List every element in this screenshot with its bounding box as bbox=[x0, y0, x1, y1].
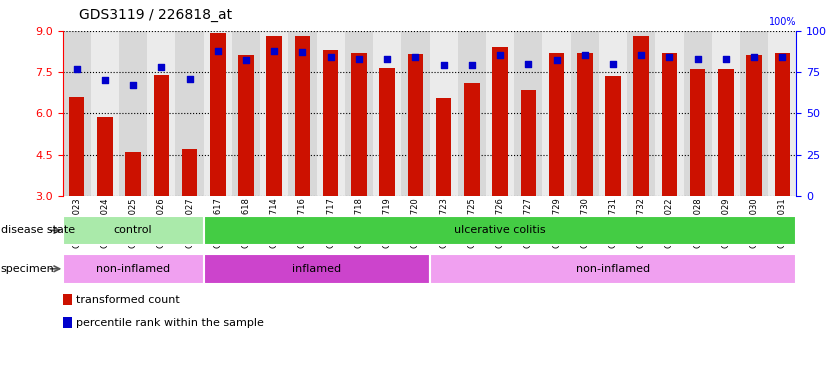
Point bbox=[409, 54, 422, 60]
Bar bbox=[344, 31, 373, 196]
Point bbox=[747, 54, 761, 60]
Bar bbox=[373, 31, 401, 196]
Text: control: control bbox=[113, 225, 153, 235]
Bar bbox=[125, 152, 141, 196]
Bar bbox=[260, 31, 289, 196]
Bar bbox=[740, 31, 768, 196]
Point bbox=[324, 54, 338, 60]
Point bbox=[154, 64, 168, 70]
Text: disease state: disease state bbox=[1, 225, 75, 235]
Bar bbox=[379, 68, 395, 196]
Bar bbox=[718, 69, 734, 196]
Bar bbox=[486, 31, 515, 196]
Point bbox=[606, 61, 620, 67]
Bar bbox=[520, 90, 536, 196]
Point bbox=[98, 77, 112, 83]
Point bbox=[578, 53, 591, 59]
Bar bbox=[63, 317, 72, 328]
Bar bbox=[267, 36, 282, 196]
Bar bbox=[63, 216, 203, 245]
Bar bbox=[577, 53, 592, 196]
Bar bbox=[661, 53, 677, 196]
Bar bbox=[153, 75, 169, 196]
Bar bbox=[351, 53, 367, 196]
Bar bbox=[317, 31, 344, 196]
Bar bbox=[684, 31, 711, 196]
Text: specimen: specimen bbox=[1, 264, 54, 274]
Bar bbox=[239, 56, 254, 196]
Bar bbox=[63, 254, 203, 283]
Bar bbox=[175, 31, 203, 196]
Point bbox=[380, 56, 394, 62]
Bar bbox=[599, 31, 627, 196]
Text: non-inflamed: non-inflamed bbox=[96, 264, 170, 274]
Bar bbox=[408, 54, 423, 196]
Point bbox=[776, 54, 789, 60]
Point bbox=[691, 56, 705, 62]
Bar bbox=[182, 149, 198, 196]
Bar bbox=[203, 254, 430, 283]
Point bbox=[719, 56, 732, 62]
Point bbox=[465, 62, 479, 68]
Bar bbox=[91, 31, 119, 196]
Bar bbox=[549, 53, 565, 196]
Point bbox=[663, 54, 676, 60]
Bar bbox=[656, 31, 684, 196]
Bar bbox=[323, 50, 339, 196]
Point bbox=[521, 61, 535, 67]
Bar bbox=[570, 31, 599, 196]
Bar bbox=[775, 53, 790, 196]
Text: 100%: 100% bbox=[769, 17, 796, 27]
Bar bbox=[97, 118, 113, 196]
Bar bbox=[294, 36, 310, 196]
Bar bbox=[119, 31, 148, 196]
Point bbox=[494, 53, 507, 59]
Text: GDS3119 / 226818_at: GDS3119 / 226818_at bbox=[79, 8, 233, 22]
Text: ulcerative colitis: ulcerative colitis bbox=[455, 225, 546, 235]
Text: transformed count: transformed count bbox=[77, 295, 180, 305]
Text: percentile rank within the sample: percentile rank within the sample bbox=[77, 318, 264, 328]
Bar bbox=[203, 31, 232, 196]
Point bbox=[635, 53, 648, 59]
Bar bbox=[148, 31, 175, 196]
Bar bbox=[210, 33, 225, 196]
Point bbox=[211, 48, 224, 54]
Text: non-inflamed: non-inflamed bbox=[576, 264, 650, 274]
Text: inflamed: inflamed bbox=[292, 264, 341, 274]
Point bbox=[239, 57, 253, 63]
Point bbox=[352, 56, 365, 62]
Bar bbox=[464, 83, 480, 196]
Bar bbox=[69, 97, 84, 196]
Bar bbox=[768, 31, 796, 196]
Bar bbox=[401, 31, 430, 196]
Bar bbox=[458, 31, 486, 196]
Bar bbox=[203, 216, 796, 245]
Point bbox=[268, 48, 281, 54]
Bar bbox=[289, 31, 317, 196]
Bar bbox=[627, 31, 656, 196]
Bar bbox=[634, 36, 649, 196]
Point bbox=[296, 49, 309, 55]
Point bbox=[183, 76, 196, 82]
Bar bbox=[63, 294, 72, 305]
Bar bbox=[690, 69, 706, 196]
Point bbox=[437, 62, 450, 68]
Point bbox=[127, 82, 140, 88]
Bar bbox=[492, 47, 508, 196]
Bar bbox=[746, 56, 762, 196]
Bar bbox=[542, 31, 570, 196]
Bar bbox=[430, 254, 796, 283]
Bar bbox=[711, 31, 740, 196]
Bar bbox=[436, 98, 451, 196]
Bar bbox=[232, 31, 260, 196]
Point bbox=[550, 57, 563, 63]
Point bbox=[70, 66, 83, 72]
Bar bbox=[605, 76, 620, 196]
Bar bbox=[63, 31, 91, 196]
Bar bbox=[515, 31, 542, 196]
Bar bbox=[430, 31, 458, 196]
